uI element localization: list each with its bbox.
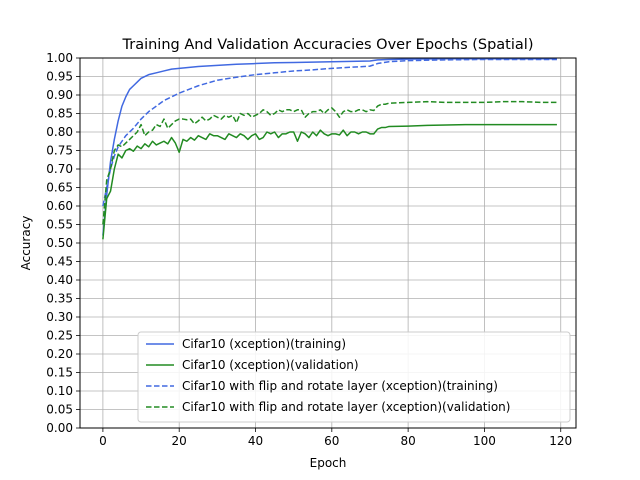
y-tick-label: 0.30 xyxy=(46,310,73,324)
series-lines xyxy=(102,57,557,240)
y-tick-label: 0.20 xyxy=(46,347,73,361)
legend-label-4: Cifar10 with flip and rotate layer (xcep… xyxy=(182,400,510,414)
y-tick-label: 1.00 xyxy=(46,51,73,65)
legend-label-2: Cifar10 (xception)(validation) xyxy=(182,358,359,372)
y-tick-label: 0.95 xyxy=(46,70,73,84)
series-line-3 xyxy=(102,58,557,207)
series-line-1 xyxy=(102,57,557,236)
legend: Cifar10 (xception)(training) Cifar10 (xce… xyxy=(137,331,571,423)
x-tick-label: 0 xyxy=(99,434,107,448)
y-tick-label: 0.60 xyxy=(46,199,73,213)
y-tick-label: 0.10 xyxy=(46,384,73,398)
y-tick-label: 0.70 xyxy=(46,162,73,176)
y-tick-label: 0.45 xyxy=(46,255,73,269)
chart-title: Training And Validation Accuracies Over … xyxy=(122,37,534,53)
legend-label-1: Cifar10 (xception)(training) xyxy=(182,337,346,351)
y-axis-label: Accuracy xyxy=(19,216,33,271)
y-tick-label: 0.00 xyxy=(46,421,73,435)
y-tick-label: 0.55 xyxy=(46,218,73,232)
series-line-2 xyxy=(102,123,557,240)
y-tick-label: 0.35 xyxy=(46,292,73,306)
y-tick-label: 0.65 xyxy=(46,181,73,195)
x-axis-label: Epoch xyxy=(310,456,347,470)
legend-box xyxy=(137,331,571,423)
x-tick-label: 80 xyxy=(400,434,415,448)
x-axis-ticks: 0 20 40 60 80 100 120 xyxy=(99,428,572,448)
y-tick-label: 0.90 xyxy=(46,88,73,102)
series-line-4 xyxy=(102,100,557,225)
y-tick-label: 0.40 xyxy=(46,273,73,287)
y-tick-label: 0.15 xyxy=(46,366,73,380)
y-tick-label: 0.75 xyxy=(46,144,73,158)
y-axis-ticks: 0.00 0.05 0.10 0.15 0.20 0.25 0.30 0.35 0.40 0.45… xyxy=(46,51,80,435)
x-tick-label: 20 xyxy=(172,434,187,448)
y-tick-label: 0.85 xyxy=(46,107,73,121)
y-tick-label: 0.25 xyxy=(46,329,73,343)
x-tick-label: 40 xyxy=(248,434,263,448)
y-tick-label: 0.80 xyxy=(46,125,73,139)
y-tick-label: 0.05 xyxy=(46,403,73,417)
y-tick-label: 0.50 xyxy=(46,236,73,250)
x-tick-label: 100 xyxy=(473,434,496,448)
x-tick-label: 120 xyxy=(549,434,572,448)
legend-label-3: Cifar10 with flip and rotate layer (xcep… xyxy=(182,379,498,393)
x-tick-label: 60 xyxy=(324,434,339,448)
